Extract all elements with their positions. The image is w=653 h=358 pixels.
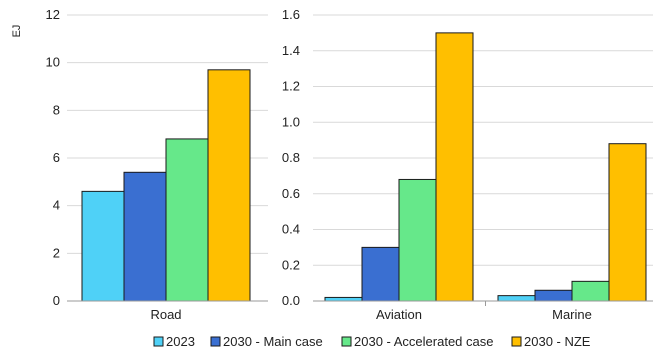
y-tick-label: 1.4	[282, 43, 300, 58]
y-tick-label: 6	[53, 150, 60, 165]
y-tick-label: 0.6	[282, 186, 300, 201]
bar-aviation-2	[398, 178, 437, 302]
bar-aviation-0	[324, 296, 363, 302]
y-tick-label: 12	[46, 7, 60, 22]
y-tick-label: 0.8	[282, 150, 300, 165]
road-panel: 0 2 4 6 8 10 12 Road	[46, 7, 268, 322]
legend-label: 2030 - Main case	[223, 334, 323, 349]
y-tick-label: 1.2	[282, 79, 300, 94]
y-tick-label: 10	[46, 55, 60, 70]
bar-marine-2	[571, 280, 610, 302]
legend-swatch	[210, 336, 221, 347]
y-tick-label: 0.4	[282, 222, 300, 237]
bar-marine-3	[608, 143, 647, 302]
legend-swatch	[153, 336, 164, 347]
y-tick-label: 0.2	[282, 257, 300, 272]
bar-road-1	[123, 171, 167, 302]
y-tick-label: 1.0	[282, 114, 300, 129]
bar-marine-1	[534, 289, 573, 302]
category-label-aviation: Aviation	[376, 307, 422, 322]
y-tick-label: 4	[53, 198, 60, 213]
legend-label: 2030 - Accelerated case	[354, 334, 493, 349]
bar-aviation-1	[361, 246, 400, 302]
legend-swatch	[341, 336, 352, 347]
category-label-marine: Marine	[552, 307, 592, 322]
bar-marine-0	[497, 295, 536, 302]
bar-aviation-3	[435, 32, 474, 302]
y-tick-label: 0	[53, 293, 60, 308]
legend-label: 2030 - NZE	[524, 334, 591, 349]
bar-road-0	[81, 190, 125, 302]
bar-road-2	[165, 138, 209, 302]
y-tick-label: 8	[53, 102, 60, 117]
legend-swatch	[511, 336, 522, 347]
y-tick-label: 1.6	[282, 7, 300, 22]
category-label-road: Road	[150, 307, 181, 322]
aviation-marine-panel: 0.0 0.2 0.4 0.6 0.8 1.0 1.2 1.4 1.6 Aviation Marin…	[282, 7, 653, 322]
bar-road-3	[207, 69, 251, 302]
y-axis-unit-label: EJ	[11, 25, 23, 38]
legend-label: 2023	[166, 334, 195, 349]
y-tick-label: 0.0	[282, 293, 300, 308]
legend: 2023 2030 - Main case 2030 - Accelerated c…	[153, 334, 591, 349]
y-tick-label: 2	[53, 245, 60, 260]
